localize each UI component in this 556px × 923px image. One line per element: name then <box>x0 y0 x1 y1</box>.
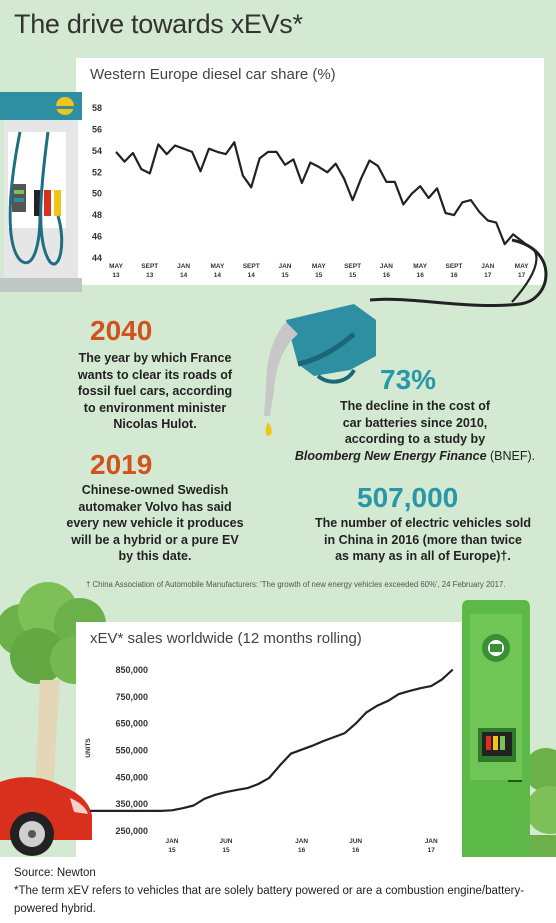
x-tick-label: 16 <box>383 272 391 279</box>
x-tick-label: 13 <box>112 272 120 279</box>
stat-2040-line: fossil fuel cars, according <box>77 384 233 398</box>
ev-charger-icon <box>462 600 530 857</box>
bnef-abbrev: (BNEF). <box>486 448 536 463</box>
x-tick-label: 16 <box>417 272 425 279</box>
x-tick-label: 13 <box>146 272 154 279</box>
stat-507000-line: as many as in all of Europe)†. <box>335 549 511 563</box>
y-tick-label: 450,000 <box>115 772 148 782</box>
xev-sales-line <box>150 668 454 812</box>
y-tick-label: 44 <box>92 253 102 263</box>
stat-2019-line: will be a hybrid or a pure EV <box>71 532 239 547</box>
x-tick-label: SEPT <box>344 263 361 270</box>
xev-definition: *The term xEV refers to vehicles that ar… <box>14 885 525 915</box>
stat-73-line: Bloomberg New Energy Finance (BNEF). <box>290 448 540 465</box>
y-tick-label: 56 <box>92 124 102 134</box>
fuel-hose <box>369 238 548 307</box>
stat-2019-line: every new vehicle it produces <box>66 516 244 530</box>
x-tick-label: 17 <box>518 272 526 279</box>
x-tick-label: MAY <box>109 263 124 270</box>
y-tick-label: 250,000 <box>115 826 148 836</box>
x-tick-label: JAN <box>425 838 438 845</box>
x-tick-label: MAY <box>413 263 428 270</box>
xev-sales-chart-area: xEV* sales worldwide (12 months rolling) <box>76 622 464 857</box>
stat-2040-line: wants to clear its roads of <box>77 367 233 382</box>
x-tick-label: MAY <box>312 263 327 270</box>
x-tick-label: JUN <box>219 838 232 845</box>
stat-73-value: 73% <box>380 364 437 395</box>
x-tick-label: 15 <box>349 272 357 279</box>
charts-layer: 44 46 48 50 52 54 56 58 MAY 13 SEPT 13 JAN 14 MAY 14 SEP… <box>85 103 538 854</box>
y-tick-label: 550,000 <box>115 746 148 756</box>
y-tick-label: 350,000 <box>115 799 148 809</box>
x-tick-label: SEPT <box>243 263 260 270</box>
x-tick-label: 14 <box>214 272 222 279</box>
y-axis-label: UNITS <box>85 738 92 758</box>
bnef-name: Bloomberg New Energy Finance <box>294 448 487 463</box>
diesel-share-chart-area: Western Europe diesel car share (%) <box>76 58 544 285</box>
x-tick-label: 15 <box>168 847 176 854</box>
source-line: Source: Newton <box>14 867 96 879</box>
x-tick-label: 14 <box>248 272 256 279</box>
car-icon <box>0 777 92 856</box>
stat-2019-description: Chinese-owned Swedish automaker Volvo ha… <box>30 482 280 565</box>
stat-73-line: car batteries since 2010, <box>342 415 488 430</box>
x-tick-label: 16 <box>450 272 458 279</box>
stat-2040-description: The year by which France wants to clear … <box>40 350 270 433</box>
stat-2019-line: Chinese-owned Swedish <box>81 483 229 497</box>
x-tick-label: 17 <box>484 272 492 279</box>
stat-73-line: according to a study by <box>344 432 486 446</box>
y-tick-label: 650,000 <box>115 719 148 729</box>
stat-2040-line: The year by which France <box>78 351 232 365</box>
stat-507000-line: in China in 2016 (more than twice <box>324 532 522 547</box>
x-tick-label: JAN <box>481 263 494 270</box>
x-tick-label: MAY <box>515 263 530 270</box>
x-tick-label: JUN <box>349 838 362 845</box>
x-tick-label: MAY <box>210 263 225 270</box>
stat-2019-line: by this date. <box>118 549 192 563</box>
stat-507000-line: The number of electric vehicles sold <box>314 516 532 530</box>
diesel-share-line <box>115 141 531 249</box>
main-title: The drive towards xEVs* <box>14 9 303 39</box>
y-tick-label: 54 <box>92 146 102 156</box>
stat-2019-line: automaker Volvo has said <box>78 499 232 514</box>
y-tick-label: 58 <box>92 103 102 113</box>
stat-2040-value: 2040 <box>90 315 153 346</box>
x-tick-label: SEPT <box>141 263 158 270</box>
x-tick-label: 15 <box>315 272 323 279</box>
y-tick-label: 850,000 <box>115 665 148 675</box>
infographic-panel: The drive towards xEVs* Western Europe d… <box>0 0 556 857</box>
x-tick-label: 16 <box>352 847 360 854</box>
stat-507000-value: 507,000 <box>357 482 459 513</box>
fuel-pump-icon <box>0 92 82 292</box>
y-tick-label: 50 <box>92 189 102 199</box>
y-tick-label: 48 <box>92 210 102 220</box>
stat-2019-value: 2019 <box>90 449 153 480</box>
stat-73-description: The decline in the cost of car batteries… <box>290 398 540 464</box>
x-tick-label: 14 <box>180 272 188 279</box>
y-tick-label: 52 <box>92 167 102 177</box>
x-tick-label: 17 <box>428 847 436 854</box>
stat-2040-line: to environment minister <box>83 400 227 415</box>
chart1-title: Western Europe diesel car share (%) <box>90 66 336 83</box>
x-tick-label: JAN <box>165 838 178 845</box>
line-to-hose <box>511 246 538 303</box>
stat-507000-description: The number of electric vehicles sold in … <box>290 515 556 565</box>
x-tick-label: 16 <box>298 847 306 854</box>
stat-73-line: The decline in the cost of <box>339 399 491 413</box>
stat-2040-line: Nicolas Hulot. <box>113 417 197 431</box>
x-tick-label: SEPT <box>446 263 463 270</box>
footnote: † China Association of Automobile Manufa… <box>86 580 506 589</box>
y-tick-label: 750,000 <box>115 692 148 702</box>
y-tick-label: 46 <box>92 232 102 242</box>
chart2-title: xEV* sales worldwide (12 months rolling) <box>90 630 362 647</box>
x-tick-label: 15 <box>222 847 230 854</box>
x-tick-label: JAN <box>295 838 308 845</box>
fuel-nozzle-icon <box>264 304 376 436</box>
x-tick-label: 15 <box>281 272 289 279</box>
footer: Source: Newton *The term xEV refers to v… <box>14 864 554 918</box>
x-tick-label: JAN <box>380 263 393 270</box>
x-tick-label: JAN <box>177 263 190 270</box>
x-tick-label: JAN <box>278 263 291 270</box>
